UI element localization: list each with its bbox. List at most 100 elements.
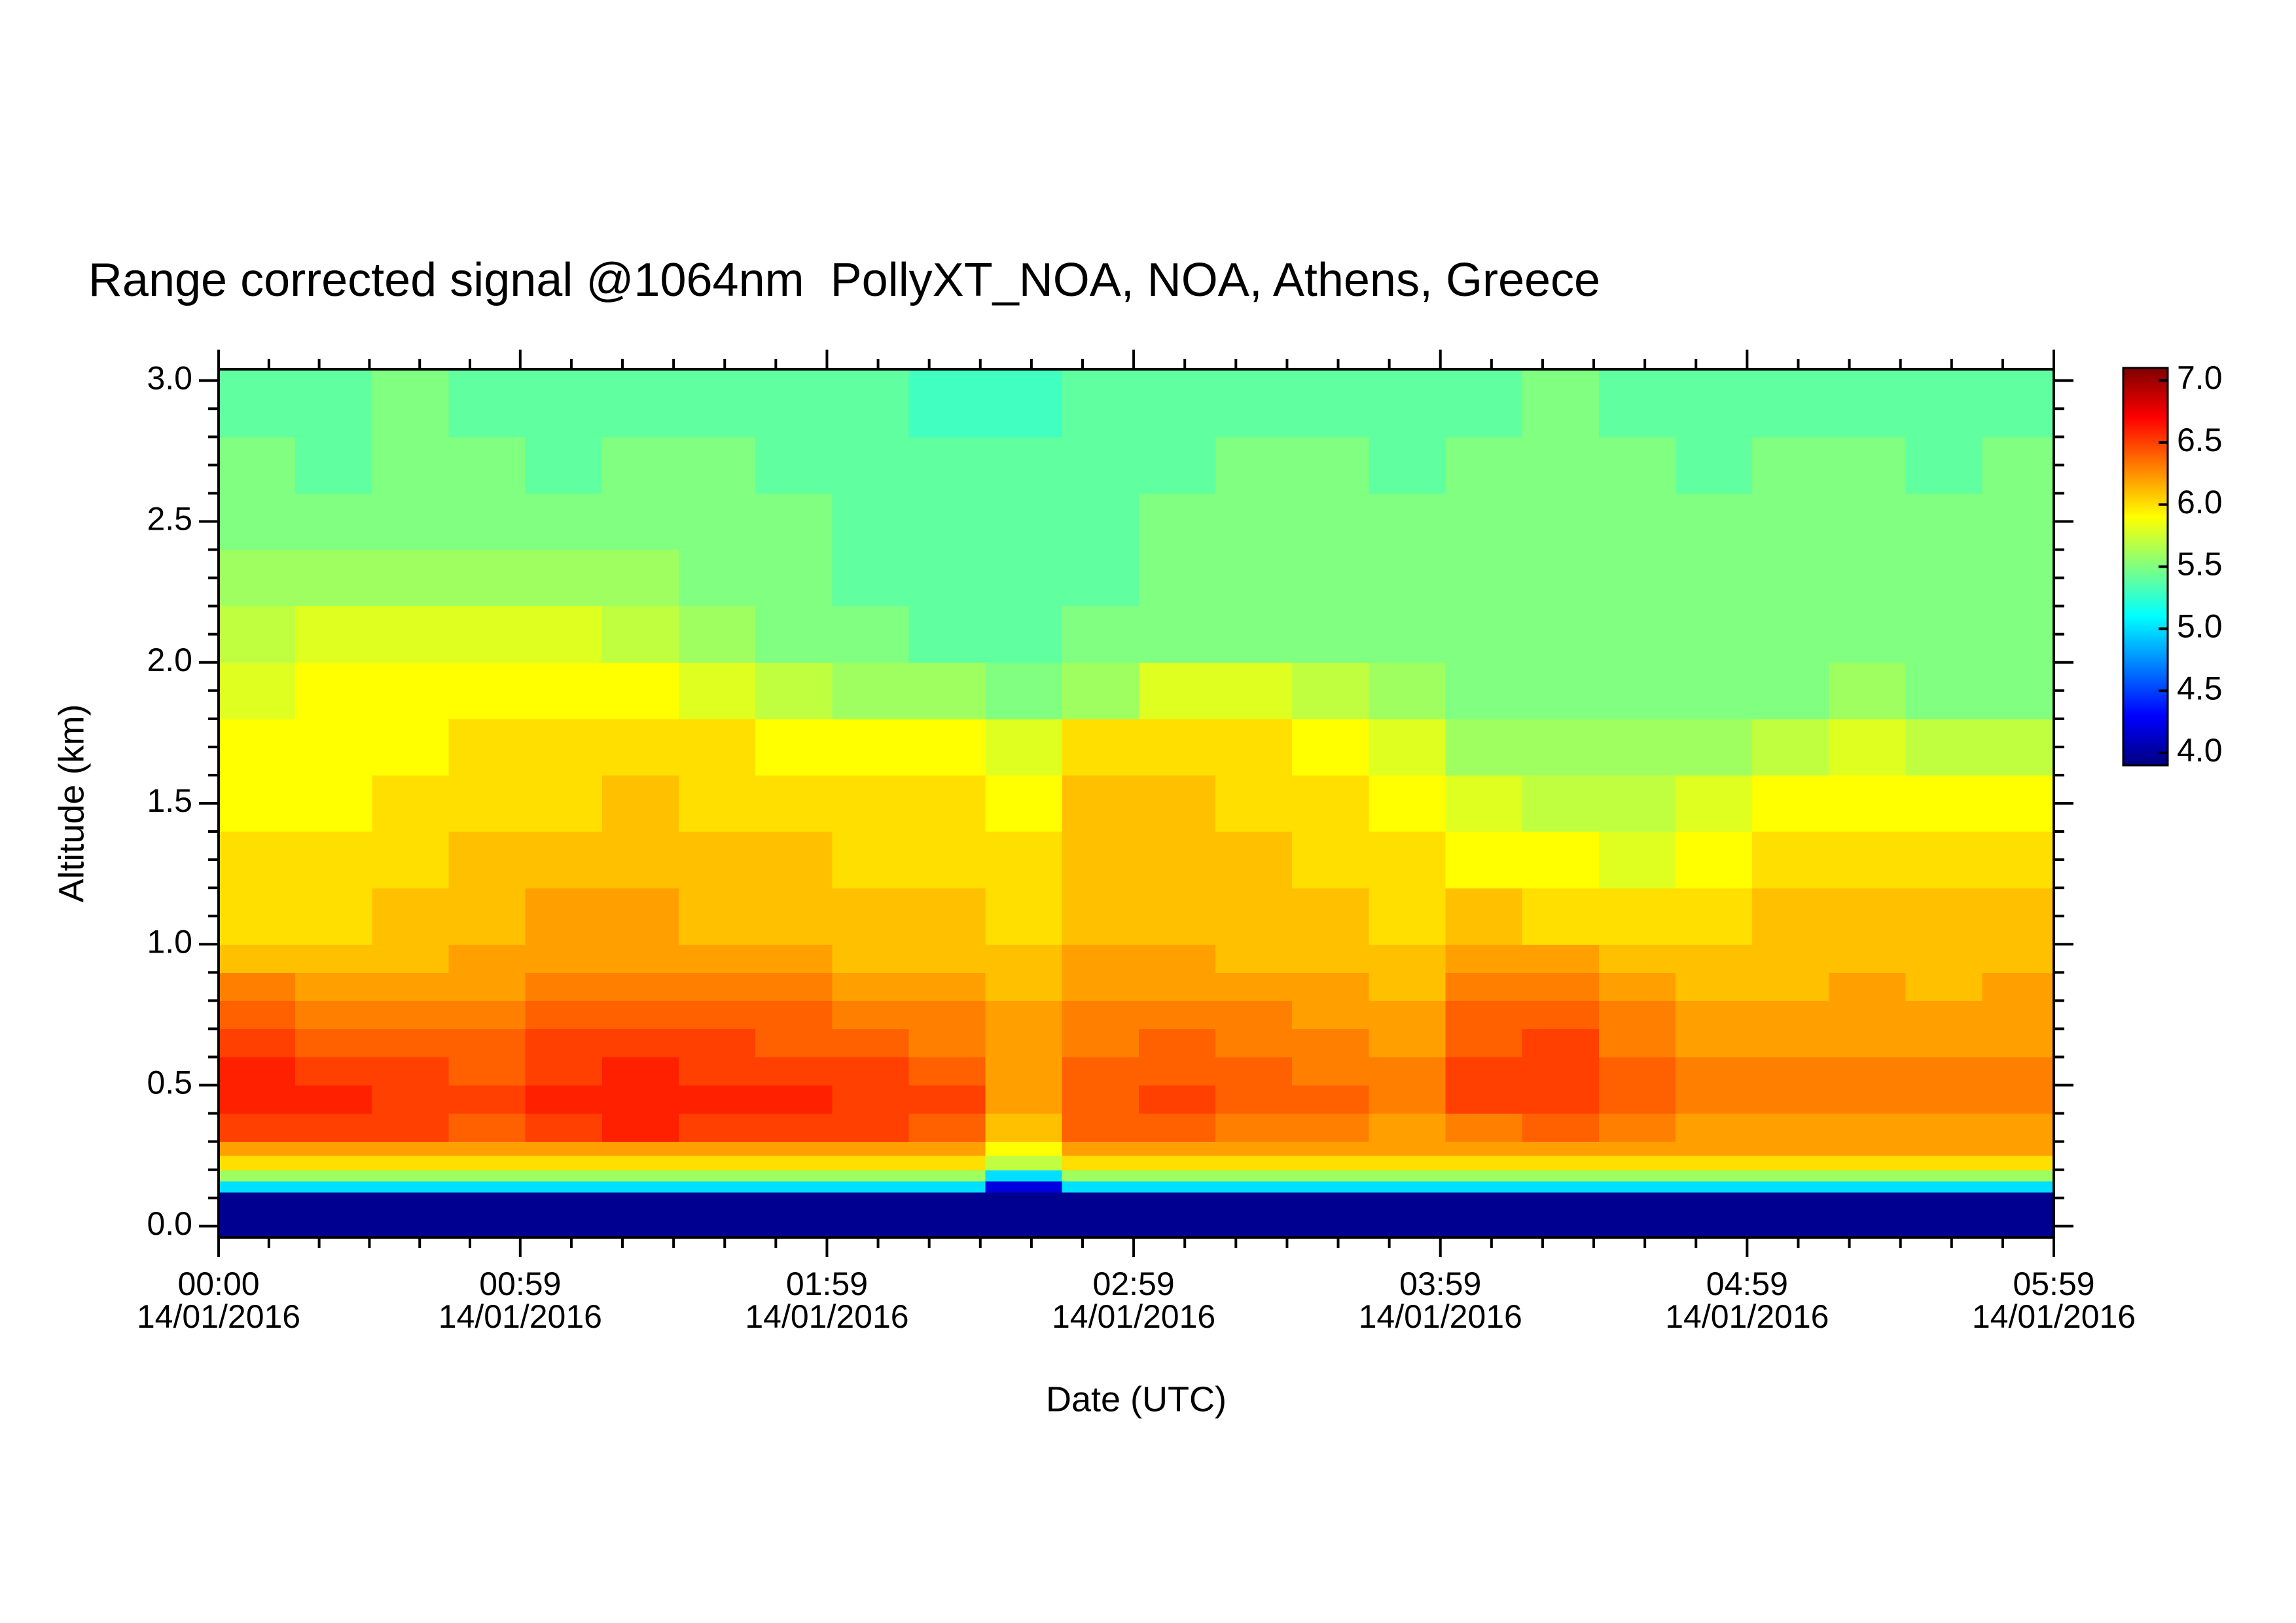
heatmap-cell [1829, 1085, 1907, 1114]
heatmap-cell [755, 1156, 833, 1171]
heatmap-cell [1445, 606, 1523, 663]
heatmap-cell [295, 1085, 372, 1114]
heatmap-cell [525, 437, 603, 494]
heatmap-cell [372, 888, 450, 945]
heatmap-cell [1598, 662, 1676, 720]
heatmap-cell [985, 662, 1063, 720]
heatmap-cell [832, 369, 910, 437]
y-tick-label: 0.0 [147, 1205, 192, 1242]
heatmap-cell [832, 1141, 910, 1156]
heatmap-cell [372, 718, 450, 776]
heatmap-cell [832, 944, 910, 973]
heatmap-cell [1752, 662, 1829, 720]
heatmap-cell [1829, 775, 1907, 832]
heatmap-cell [908, 493, 986, 551]
heatmap-cell [755, 606, 833, 663]
heatmap-cell [1445, 831, 1523, 888]
heatmap-cell [295, 1000, 372, 1030]
heatmap-cell [1676, 1169, 1753, 1182]
x-axis-label: Date (UTC) [1046, 1379, 1227, 1419]
heatmap-cell [755, 662, 833, 720]
heatmap-cell [1522, 831, 1600, 888]
heatmap-cell [1369, 1029, 1446, 1058]
heatmap-cell [1829, 493, 1907, 551]
colorbar-tick-label: 6.0 [2177, 484, 2223, 520]
heatmap-cell [295, 1141, 372, 1156]
heatmap-cell [832, 606, 910, 663]
heatmap-cell [678, 1029, 756, 1058]
heatmap-cell [525, 888, 603, 945]
heatmap-cell [755, 493, 833, 551]
heatmap-cell [525, 831, 603, 888]
heatmap-cell [678, 493, 756, 551]
heatmap-cell [908, 1029, 986, 1058]
heatmap-cell [1829, 944, 1907, 973]
heatmap-cell [525, 1085, 603, 1114]
heatmap-cell [1676, 549, 1753, 607]
heatmap-cell [1369, 775, 1446, 832]
heatmap-cell [1829, 1141, 1907, 1156]
heatmap-cell [1292, 888, 1369, 945]
heatmap-cell [1676, 1113, 1753, 1142]
heatmap-cell [1982, 437, 2054, 494]
heatmap-cell [678, 1085, 756, 1114]
heatmap-cell [1598, 831, 1676, 888]
heatmap-cell [1522, 944, 1600, 973]
heatmap-cell [448, 549, 526, 607]
heatmap-cell [295, 606, 372, 663]
heatmap-cell [525, 944, 603, 973]
heatmap-cell [1982, 888, 2054, 945]
heatmap-cell [1752, 1057, 1829, 1086]
heatmap-cell [1676, 718, 1753, 776]
heatmap-cell [1829, 662, 1907, 720]
heatmap-cell [755, 1057, 833, 1086]
heatmap-cell [1292, 1169, 1369, 1182]
heatmap-cell [678, 1000, 756, 1030]
y-axis-label: Altitude (km) [52, 704, 91, 902]
heatmap-cell [372, 493, 450, 551]
heatmap-cell [1369, 1156, 1446, 1171]
heatmap-cell [1905, 1156, 1983, 1171]
heatmap-cell [1829, 888, 1907, 945]
heatmap-cell [985, 369, 1063, 437]
heatmap-cell [601, 606, 679, 663]
heatmap-cell [448, 1156, 526, 1171]
heatmap-cell [908, 606, 986, 663]
heatmap-cell [1752, 549, 1829, 607]
heatmap-cell [525, 549, 603, 607]
heatmap-cell [372, 549, 450, 607]
heatmap-cell [908, 1141, 986, 1156]
heatmap-cell [1598, 1113, 1676, 1142]
heatmap-cell [1292, 1113, 1369, 1142]
heatmap-cell [295, 831, 372, 888]
heatmap-cell [295, 1192, 372, 1238]
heatmap-cell [1292, 662, 1369, 720]
heatmap-cell [908, 662, 986, 720]
heatmap-cell [219, 1141, 296, 1156]
heatmap-cell [1752, 1169, 1829, 1182]
heatmap-cell [755, 1169, 833, 1182]
heatmap-cell [1369, 437, 1446, 494]
heatmap-cell [1292, 549, 1369, 607]
colorbar-tick-label: 5.0 [2177, 608, 2223, 645]
heatmap-cell [448, 1141, 526, 1156]
heatmap-cell [219, 1113, 296, 1142]
heatmap-cell [908, 1113, 986, 1142]
heatmap-cell [219, 1156, 296, 1171]
heatmap-cell [1598, 944, 1676, 973]
heatmap-cell [1138, 493, 1216, 551]
heatmap-cell [1445, 662, 1523, 720]
heatmap-cell [219, 944, 296, 973]
heatmap-cell [1598, 1029, 1676, 1058]
heatmap-cell [1982, 1156, 2054, 1171]
heatmap-cell [1215, 1029, 1293, 1058]
heatmap-cell [295, 1029, 372, 1058]
heatmap-cell [755, 369, 833, 437]
heatmap-cell [1598, 1156, 1676, 1171]
heatmap-cell [1292, 1180, 1369, 1193]
heatmap-cell [372, 972, 450, 1001]
heatmap-cell [1445, 1169, 1523, 1182]
heatmap-cell [1522, 1029, 1600, 1058]
heatmap-cell [1982, 1057, 2054, 1086]
heatmap-cell [525, 775, 603, 832]
